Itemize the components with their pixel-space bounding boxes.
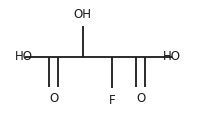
Text: HO: HO [15,50,33,63]
Text: HO: HO [163,50,181,63]
Text: O: O [136,92,145,105]
Text: OH: OH [74,8,92,21]
Text: F: F [108,94,115,107]
Text: O: O [49,92,58,105]
